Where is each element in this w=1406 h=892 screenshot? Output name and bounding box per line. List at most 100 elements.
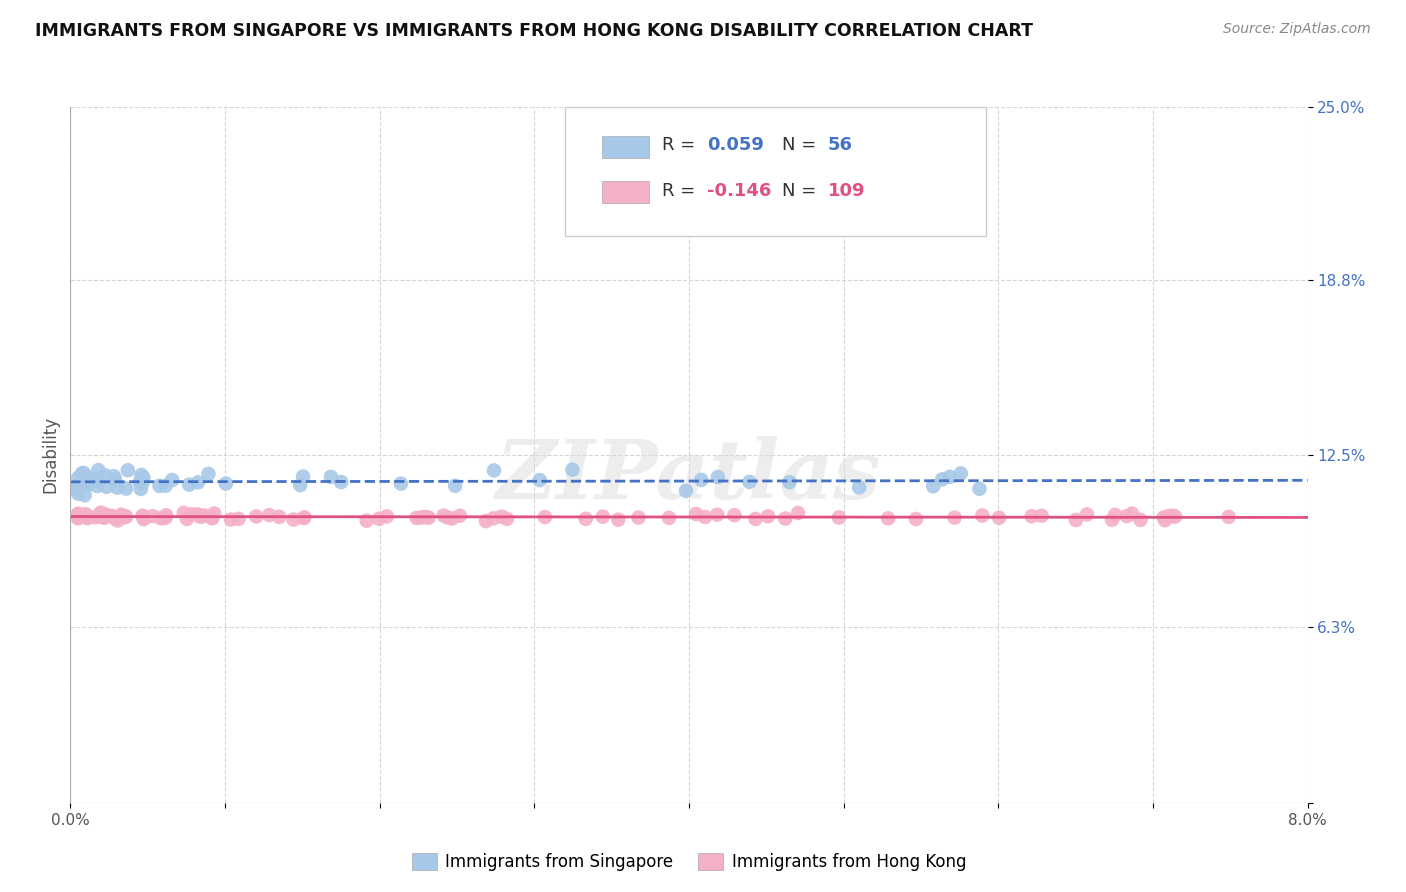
Point bbox=[675, 483, 697, 498]
Point bbox=[257, 508, 280, 522]
Point bbox=[1101, 513, 1123, 527]
Point bbox=[128, 475, 150, 489]
FancyBboxPatch shape bbox=[602, 136, 650, 158]
Point bbox=[529, 473, 551, 487]
Point bbox=[73, 488, 96, 502]
Point bbox=[115, 509, 138, 524]
Point bbox=[76, 469, 98, 483]
Point bbox=[90, 506, 112, 520]
Point bbox=[67, 507, 90, 521]
Point bbox=[96, 508, 118, 523]
Point bbox=[723, 508, 745, 523]
Point bbox=[72, 477, 94, 491]
Point bbox=[107, 513, 129, 527]
Text: 56: 56 bbox=[828, 136, 852, 154]
Text: R =: R = bbox=[662, 136, 700, 154]
FancyBboxPatch shape bbox=[565, 107, 986, 235]
Point bbox=[155, 510, 177, 524]
Point bbox=[77, 477, 100, 491]
Y-axis label: Disability: Disability bbox=[41, 417, 59, 493]
Point bbox=[201, 511, 224, 525]
Point bbox=[160, 473, 183, 487]
Point bbox=[405, 511, 427, 525]
Point bbox=[1031, 508, 1053, 523]
Point bbox=[779, 475, 801, 490]
Point bbox=[969, 482, 991, 496]
Point bbox=[283, 512, 305, 526]
Point bbox=[1154, 513, 1177, 527]
Point bbox=[738, 475, 761, 489]
Point bbox=[415, 510, 437, 524]
Point bbox=[75, 476, 97, 491]
Point bbox=[828, 510, 851, 524]
Text: N =: N = bbox=[782, 182, 821, 200]
Point bbox=[187, 508, 209, 522]
Point bbox=[131, 467, 153, 482]
Point bbox=[1218, 510, 1240, 524]
Point bbox=[245, 509, 267, 524]
Point bbox=[67, 510, 90, 524]
Point bbox=[190, 509, 212, 524]
Point bbox=[482, 511, 505, 525]
Point bbox=[356, 514, 378, 528]
Point bbox=[1021, 509, 1043, 524]
Point bbox=[67, 471, 90, 485]
Point bbox=[949, 467, 972, 481]
Point bbox=[412, 510, 434, 524]
Point bbox=[117, 463, 139, 477]
Point bbox=[100, 508, 122, 523]
Point bbox=[607, 513, 630, 527]
Point bbox=[77, 509, 100, 524]
Point bbox=[105, 481, 128, 495]
Point bbox=[104, 473, 127, 487]
Point bbox=[496, 512, 519, 526]
Text: 109: 109 bbox=[828, 182, 865, 200]
Point bbox=[475, 514, 498, 528]
Point bbox=[94, 510, 117, 524]
Point bbox=[1104, 508, 1126, 522]
Point bbox=[86, 472, 108, 486]
Point bbox=[70, 509, 93, 524]
Point bbox=[132, 510, 155, 524]
Point bbox=[152, 511, 174, 525]
Point bbox=[110, 508, 132, 523]
Point bbox=[131, 475, 153, 490]
Point bbox=[695, 510, 717, 524]
Text: Source: ZipAtlas.com: Source: ZipAtlas.com bbox=[1223, 22, 1371, 37]
Point bbox=[491, 509, 513, 524]
Point bbox=[744, 512, 766, 526]
Point bbox=[1129, 513, 1152, 527]
Point bbox=[1121, 507, 1143, 521]
Point bbox=[534, 510, 557, 524]
Point bbox=[111, 510, 134, 524]
Point bbox=[115, 482, 138, 496]
Point bbox=[86, 479, 108, 493]
Text: N =: N = bbox=[782, 136, 821, 154]
Point bbox=[787, 506, 810, 520]
Point bbox=[149, 511, 172, 525]
Point bbox=[685, 507, 707, 521]
Point bbox=[219, 512, 242, 526]
Point bbox=[179, 477, 201, 491]
Point bbox=[368, 512, 391, 526]
Point bbox=[110, 508, 132, 522]
Point bbox=[67, 511, 90, 525]
Point bbox=[1115, 509, 1137, 524]
Point bbox=[176, 512, 198, 526]
Point bbox=[1153, 510, 1175, 524]
Point bbox=[67, 478, 90, 492]
Point bbox=[67, 483, 90, 498]
Point bbox=[180, 508, 202, 522]
Point bbox=[87, 463, 110, 477]
Point bbox=[87, 508, 110, 523]
Point bbox=[690, 473, 713, 487]
Point bbox=[436, 510, 458, 524]
Point bbox=[561, 463, 583, 477]
Point bbox=[292, 511, 315, 525]
Point bbox=[409, 510, 432, 524]
Text: ZIPatlas: ZIPatlas bbox=[496, 436, 882, 516]
Point bbox=[91, 510, 114, 524]
Point bbox=[70, 467, 93, 481]
Point bbox=[1064, 513, 1087, 527]
Point bbox=[187, 475, 209, 490]
